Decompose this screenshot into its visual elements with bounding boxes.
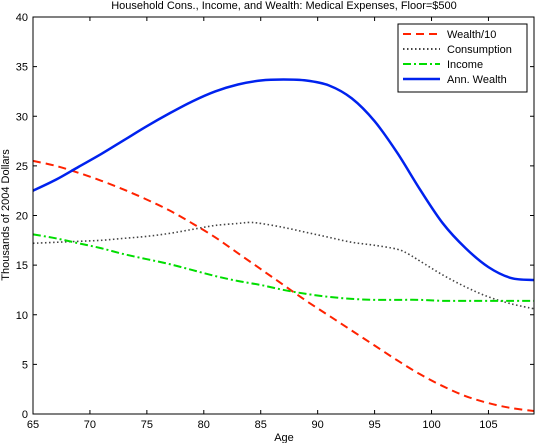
y-tick-label: 40 [16,12,28,24]
y-tick-label: 25 [16,161,28,173]
x-axis-label: Age [274,432,294,443]
legend-label-0: Wealth/10 [447,29,496,41]
x-tick-label: 105 [479,419,497,431]
series-line-2 [32,233,534,302]
y-tick-label: 35 [16,62,28,74]
x-tick-label: 100 [422,419,440,431]
legend-label-1: Consumption [447,44,512,56]
y-axis-label: Thousands of 2004 Dollars [0,149,12,281]
legend-label-3: Ann. Wealth [447,74,507,86]
x-tick-label: 65 [27,419,39,431]
legend-box [397,23,528,93]
legend: Wealth/10 Consumption Income Ann. Wealth [397,23,528,93]
y-tick-label: 20 [16,211,28,223]
x-axis: 65 70 75 80 85 90 95 100 105 [27,17,498,431]
legend-label-2: Income [447,59,483,71]
chart-title: Household Cons., Income, and Wealth: Med… [111,0,457,12]
series-line-3 [32,78,535,282]
series-line-1 [32,221,535,310]
y-tick-label: 30 [16,111,28,123]
y-tick-label: 15 [16,260,28,272]
x-tick-label: 75 [141,419,153,431]
x-tick-label: 95 [368,419,380,431]
y-tick-label: 0 [22,409,28,421]
plot-lines [32,78,535,413]
x-tick-label: 80 [198,419,210,431]
y-tick-label: 5 [22,359,28,371]
x-tick-label: 90 [312,419,324,431]
y-axis: 0 5 10 15 20 25 30 35 40 [16,12,534,421]
x-tick-label: 70 [84,419,96,431]
y-tick-label: 10 [16,310,28,322]
x-tick-label: 85 [255,419,267,431]
